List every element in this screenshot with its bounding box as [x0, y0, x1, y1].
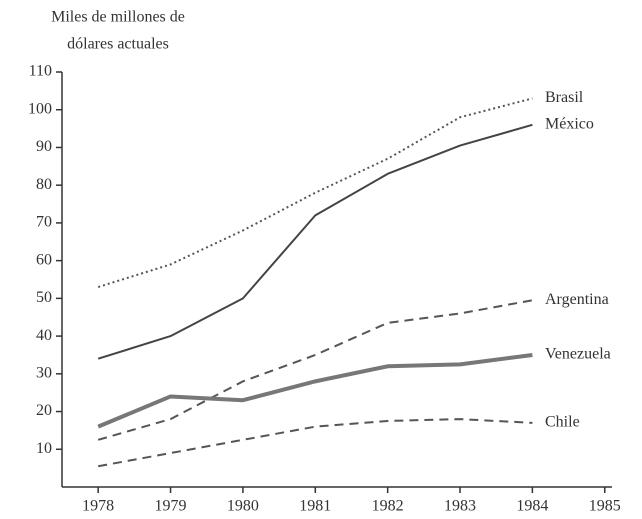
y-tick-label: 40	[36, 327, 52, 344]
x-tick-label: 1985	[589, 498, 621, 515]
y-tick-label: 50	[36, 289, 52, 306]
x-tick-label: 1982	[372, 498, 404, 515]
series-label: Brasil	[545, 89, 584, 106]
line-series	[97, 123, 533, 360]
x-tick-label: 1979	[155, 498, 187, 515]
line-series	[97, 97, 533, 288]
y-tick-label: 10	[36, 440, 52, 457]
x-tick-label: 1978	[82, 498, 114, 515]
line-series	[97, 299, 533, 441]
x-tick-label: 1981	[299, 498, 331, 515]
y-tick-label: 80	[36, 176, 52, 193]
y-axis-label: dólares actuales	[67, 36, 169, 53]
series-label: Venezuela	[545, 346, 611, 363]
y-tick-label: 20	[36, 402, 52, 419]
x-tick-label: 1983	[444, 498, 476, 515]
line-series	[97, 352, 533, 429]
y-axis-label: Miles de millones de	[51, 9, 185, 26]
x-tick-label: 1980	[227, 498, 259, 515]
series-label: Argentina	[545, 291, 609, 308]
y-tick-label: 90	[36, 138, 52, 155]
y-tick-label: 110	[29, 63, 52, 80]
y-tick-label: 60	[36, 251, 52, 268]
x-tick-label: 1984	[516, 498, 548, 515]
line-series	[98, 418, 533, 468]
y-tick-label: 30	[36, 364, 52, 381]
series-label: Chile	[545, 414, 580, 431]
series-label: México	[545, 115, 594, 132]
y-tick-label: 100	[28, 100, 52, 117]
y-tick-label: 70	[36, 214, 52, 231]
